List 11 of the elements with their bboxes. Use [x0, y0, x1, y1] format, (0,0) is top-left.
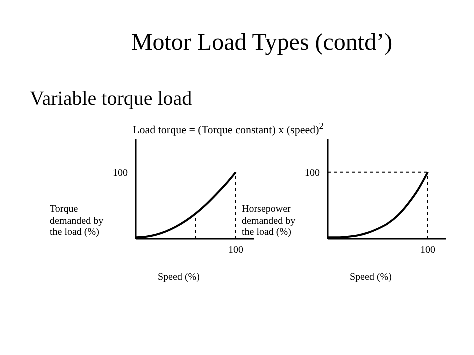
x-axis-title: Speed (%)	[350, 272, 392, 283]
x-axis-title: Speed (%)	[158, 272, 200, 283]
text: 100	[113, 168, 128, 179]
y-axis-title: Horsepower demanded by the load (%)	[242, 204, 297, 238]
chart-title: Motor Load Types (contd’)	[130, 30, 394, 57]
chart-subtitle: Variable torque load	[30, 88, 192, 111]
text: 100	[420, 245, 436, 256]
y-axis-title: Torque demanded by the load (%)	[50, 204, 105, 238]
text: 100	[305, 168, 320, 179]
text: Load torque = (Torque constant) x (speed)$^{2}$	[133, 121, 324, 137]
text: 100	[228, 245, 244, 256]
